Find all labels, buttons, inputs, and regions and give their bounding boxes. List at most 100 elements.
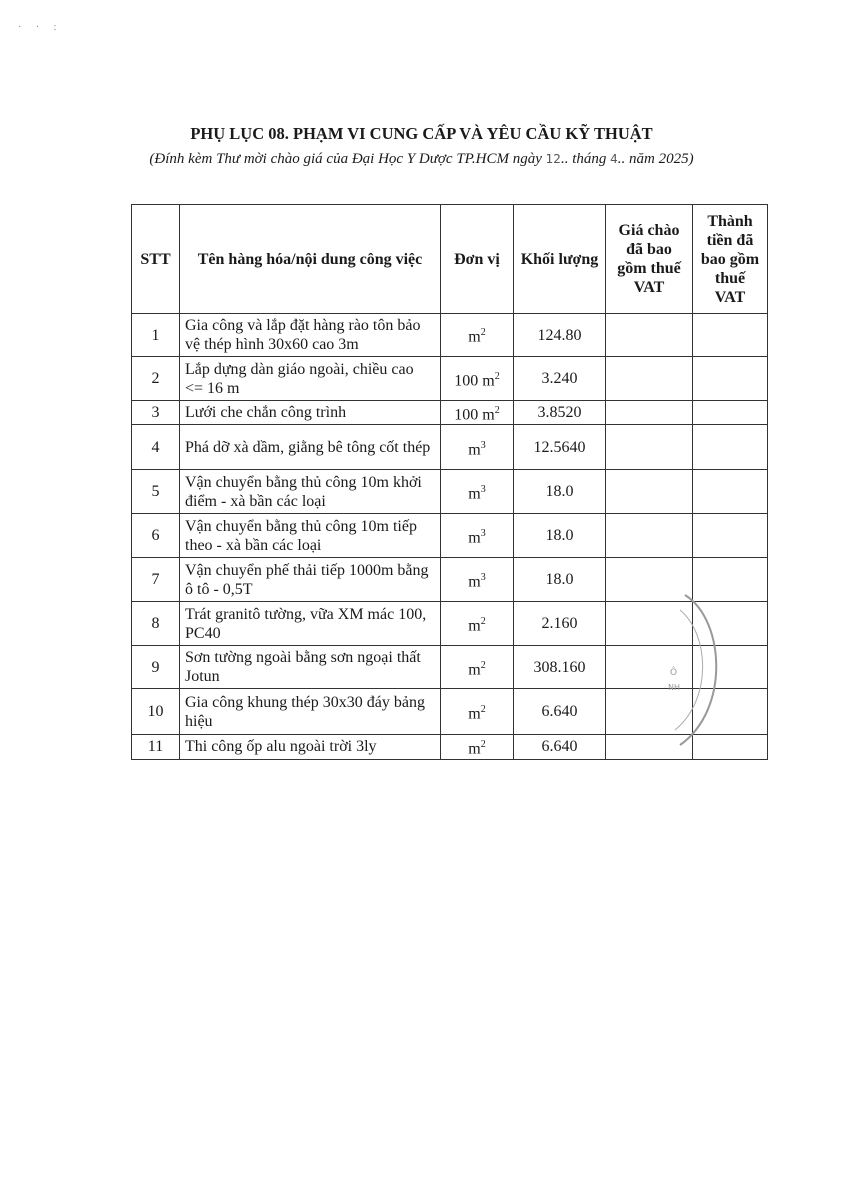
cell-unit: m2 [440,688,514,736]
cell-qty: 18.0 [513,557,606,603]
cell-stt: 2 [131,356,180,401]
cell-total [692,557,768,603]
cell-name: Lưới che chắn công trình [179,399,441,426]
cell-price [605,399,693,426]
table-row: 4 Phá dỡ xà dầm, giằng bê tông cốt thép m3… [131,424,768,471]
cell-price [605,356,693,401]
unit-exponent: 2 [480,739,486,751]
cell-total [692,399,768,426]
cell-qty: 18.0 [513,513,606,559]
cell-name: Vận chuyển bằng thủ công 10m tiếp theo -… [179,513,441,559]
table-row: 9 Sơn tường ngoài bằng sơn ngoại thất Jot… [131,645,768,690]
cell-name: Lắp dựng dàn giáo ngoài, chiều cao <= 16… [179,356,441,401]
cell-price [605,601,693,647]
unit-base: m [468,617,481,635]
cell-price [605,469,693,515]
cell-name: Sơn tường ngoài bằng sơn ngoại thất Jotu… [179,645,441,690]
cell-total [692,313,768,357]
cell-price [605,645,693,690]
subtitle-prefix: (Đính kèm Thư mời chào giá của Đại Học Y… [149,151,546,167]
cell-qty: 308.160 [513,645,606,690]
cell-stt: 11 [131,734,180,760]
cell-unit: m2 [440,734,514,760]
cell-qty: 6.640 [513,734,606,760]
unit-exponent: 2 [494,405,500,416]
cell-qty: 3.8520 [513,399,606,426]
unit-exponent: 3 [480,439,486,451]
cell-qty: 6.640 [513,688,606,736]
unit-exponent: 2 [480,704,486,716]
cell-name: Trát granitô tường, vữa XM mác 100, PC40 [179,601,441,647]
table-row: 11 Thi công ốp alu ngoài trời 3ly m2 6.640 [131,734,768,760]
cell-unit: m2 [440,645,514,690]
table-row: 3 Lưới che chắn công trình 100 m2 3.8520 [131,399,768,426]
handwritten-day: 12 [545,152,561,166]
unit-exponent: 2 [480,327,486,339]
cell-unit: m3 [440,557,514,603]
cell-stt: 5 [131,469,180,515]
cell-unit: m2 [440,313,514,357]
cell-price [605,424,693,471]
unit-exponent: 2 [494,370,500,382]
cell-unit: m2 [440,601,514,647]
table-row: 7 Vận chuyển phế thải tiếp 1000m bằng ô t… [131,557,768,603]
cell-unit: m3 [440,424,514,471]
unit-base: m [468,485,481,503]
unit-base: m [468,660,481,678]
cell-total [692,645,768,690]
page-subtitle: (Đính kèm Thư mời chào giá của Đại Học Y… [0,151,843,168]
unit-exponent: 3 [480,572,486,584]
unit-base: m [468,705,481,723]
cell-unit: 100 m2 [440,356,514,401]
cell-total [692,356,768,401]
table-row: 2 Lắp dựng dàn giáo ngoài, chiều cao <= 1… [131,356,768,401]
handwritten-month: 4 [610,152,618,166]
cell-stt: 3 [131,399,180,426]
cell-stt: 7 [131,557,180,603]
cell-qty: 124.80 [513,313,606,357]
table-row: 6 Vận chuyển bằng thủ công 10m tiếp theo … [131,513,768,559]
unit-base: m [468,440,481,458]
subtitle-middle: .. tháng [560,151,611,167]
cell-total [692,601,768,647]
subtitle-suffix: .. năm 2025) [617,151,694,167]
header-stt: STT [131,204,180,314]
cell-stt: 8 [131,601,180,647]
cell-total [692,688,768,736]
cell-total [692,424,768,471]
header-price: Giá chào đã bao gồm thuế VAT [605,204,693,314]
cell-name: Vận chuyển bằng thủ công 10m khởi điểm -… [179,469,441,515]
cell-stt: 6 [131,513,180,559]
cell-name: Gia công và lắp đặt hàng rào tôn bảo vệ … [179,313,441,357]
cell-unit: m3 [440,469,514,515]
cell-qty: 12.5640 [513,424,606,471]
scope-table: STT Tên hàng hóa/nội dung công việc Đơn … [131,204,768,760]
cell-price [605,688,693,736]
table-row: 10 Gia công khung thép 30x30 đáy bảng hiệ… [131,688,768,736]
table-row: 8 Trát granitô tường, vữa XM mác 100, PC4… [131,601,768,647]
table-row: 5 Vận chuyển bằng thủ công 10m khởi điểm … [131,469,768,515]
cell-stt: 9 [131,645,180,690]
table-row: 1 Gia công và lắp đặt hàng rào tôn bảo vệ… [131,313,768,357]
header-row: STT Tên hàng hóa/nội dung công việc Đơn … [131,204,768,314]
cell-total [692,734,768,760]
cell-price [605,513,693,559]
cell-unit: 100 m2 [440,399,514,426]
unit-base: m [468,573,481,591]
cell-qty: 3.240 [513,356,606,401]
unit-exponent: 3 [480,484,486,496]
header-total: Thành tiền đã bao gồm thuế VAT [692,204,768,314]
cell-price [605,557,693,603]
cell-total [692,469,768,515]
cell-stt: 10 [131,688,180,736]
cell-stt: 4 [131,424,180,471]
unit-base: 100 m [454,406,495,424]
unit-base: m [468,740,481,758]
cell-price [605,313,693,357]
header-name: Tên hàng hóa/nội dung công việc [179,204,441,314]
cell-name: Phá dỡ xà dầm, giằng bê tông cốt thép [179,424,441,471]
cell-qty: 2.160 [513,601,606,647]
scan-specks: · · : [18,22,63,33]
unit-exponent: 3 [480,528,486,540]
cell-name: Vận chuyển phế thải tiếp 1000m bằng ô tô… [179,557,441,603]
